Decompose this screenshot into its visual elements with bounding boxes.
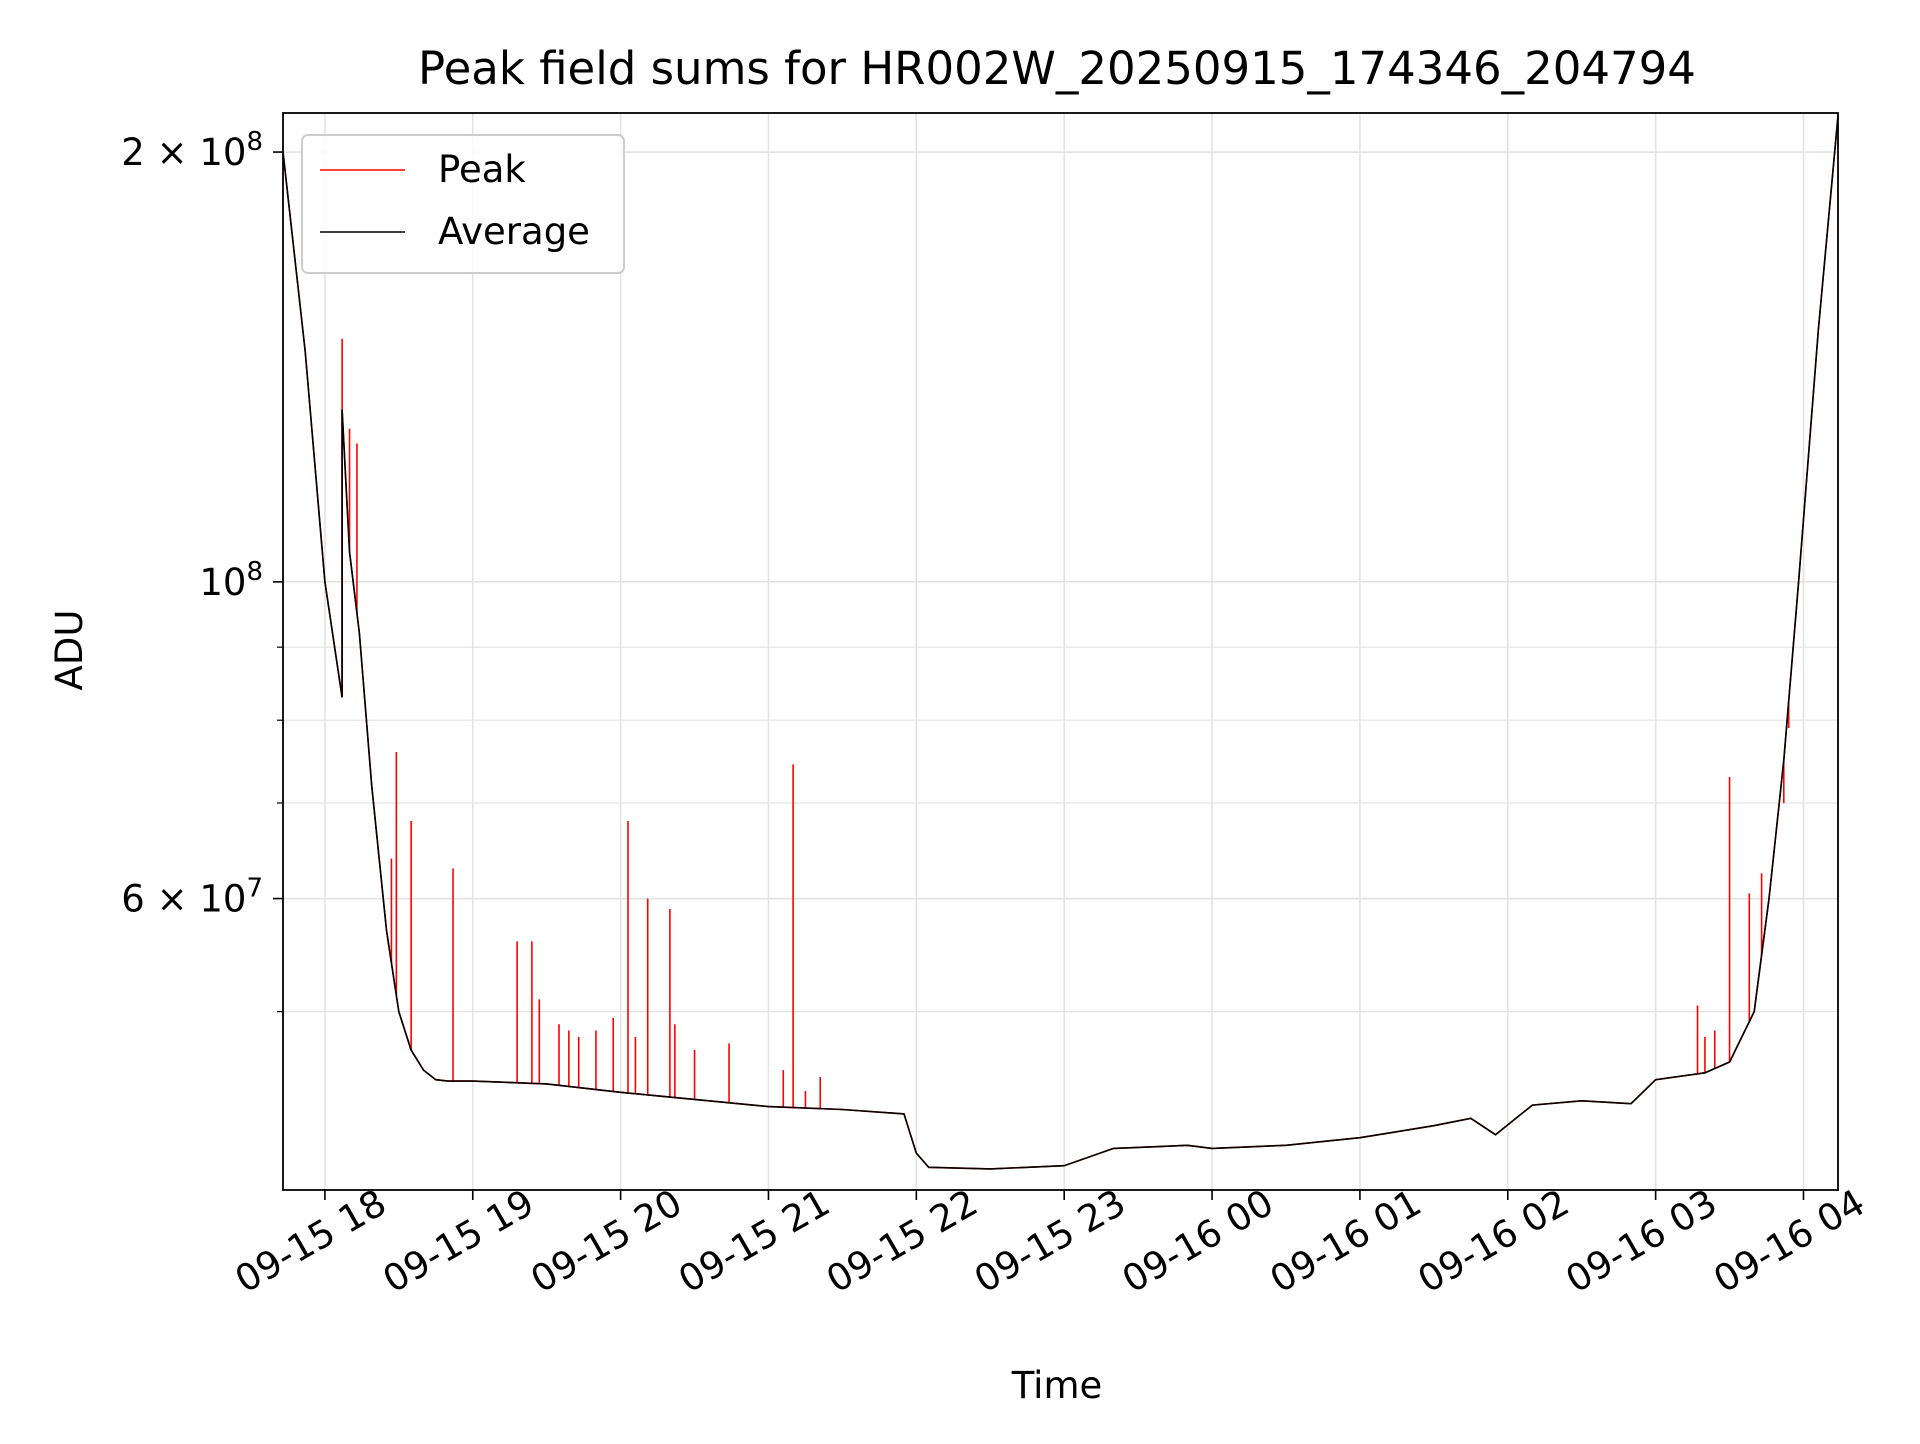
legend-label-peak: Peak — [438, 148, 526, 191]
y-tick-label: 108 — [199, 557, 263, 604]
chart-title: Peak field sums for HR002W_20250915_1743… — [418, 42, 1696, 95]
plot-frame — [282, 112, 1839, 1191]
grid — [283, 113, 1838, 1190]
series-group — [282, 115, 1839, 1170]
x-axis-label: Time — [1011, 1364, 1103, 1407]
legend: Peak Average — [301, 134, 625, 274]
y-tick-label: 2 × 108 — [121, 127, 263, 174]
legend-label-average: Average — [438, 210, 590, 253]
average-series-line — [282, 115, 1839, 1170]
y-axis-label: ADU — [48, 610, 91, 691]
y-tick-label: 6 × 107 — [121, 874, 263, 921]
